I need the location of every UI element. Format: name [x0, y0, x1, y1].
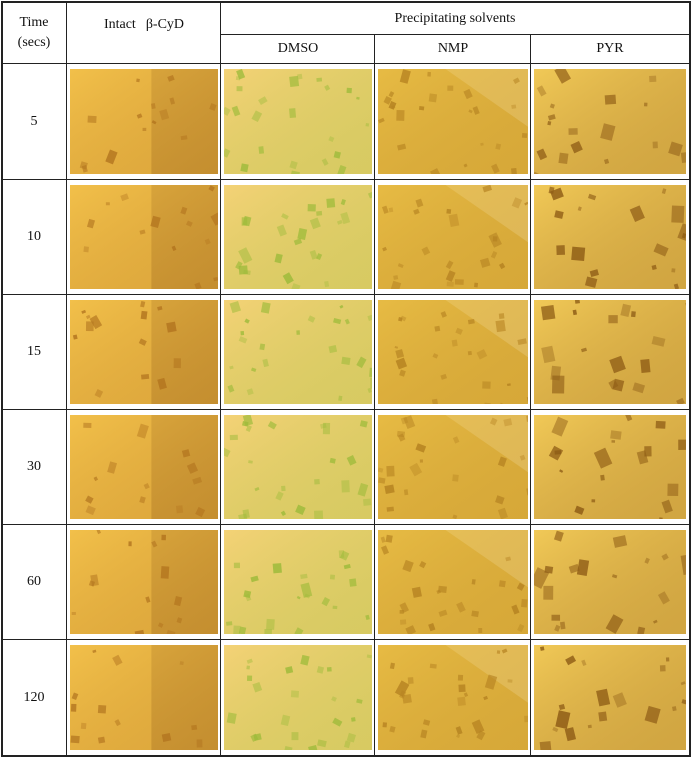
- micrograph-nmp: [378, 185, 528, 289]
- micrograph-pyr: [534, 415, 686, 519]
- table-border-top: [1, 1, 691, 3]
- micrograph-intact: [70, 645, 218, 750]
- time-cell: 60: [4, 525, 64, 639]
- micrograph-intact: [70, 185, 218, 289]
- micrograph-dmso: [224, 69, 372, 174]
- micrograph-pyr: [534, 185, 686, 289]
- time-value: 30: [27, 459, 41, 474]
- micrograph-dmso: [224, 530, 372, 634]
- micrograph-nmp: [378, 645, 528, 750]
- time-cell: 30: [4, 410, 64, 524]
- micrograph-intact: [70, 530, 218, 634]
- micrograph-intact: [70, 300, 218, 404]
- micrograph-dmso: [224, 415, 372, 519]
- precipitating-solvents-header: Precipitating solvents: [222, 4, 688, 34]
- micrograph-dmso: [224, 300, 372, 404]
- time-value: 15: [27, 344, 41, 359]
- solvent-header-nmp: NMP: [376, 36, 530, 62]
- precipitating-solvents-label: Precipitating solvents: [394, 11, 516, 26]
- micrograph-nmp: [378, 415, 528, 519]
- row-divider-1: [1, 179, 691, 180]
- micrograph-nmp: [378, 300, 528, 404]
- column-divider-dmso: [374, 34, 375, 757]
- table-border-left: [1, 1, 3, 757]
- time-value: 120: [23, 689, 45, 705]
- micrograph-intact: [70, 415, 218, 519]
- solvent-label-nmp: NMP: [437, 41, 469, 56]
- row-divider-3: [1, 409, 691, 410]
- intact-header-cyd: β-CyD: [145, 17, 185, 32]
- micrograph-pyr: [534, 69, 686, 174]
- column-divider-time: [66, 1, 67, 757]
- table-border-bottom: [1, 755, 691, 757]
- time-value: 5: [30, 113, 38, 129]
- time-cell: 120: [4, 640, 64, 755]
- micrograph-dmso: [224, 645, 372, 750]
- time-cell: 10: [4, 180, 64, 294]
- solvent-header-pyr: PYR: [532, 36, 688, 62]
- intact-header: Intact β-CyD: [70, 10, 218, 40]
- time-cell: 15: [4, 295, 64, 409]
- column-divider-intact: [220, 1, 221, 757]
- header-subdivider: [220, 34, 690, 35]
- row-divider-4: [1, 524, 691, 525]
- table-border-right: [689, 1, 691, 757]
- micrograph-nmp: [378, 69, 528, 174]
- row-divider-2: [1, 294, 691, 295]
- intact-header-label: Intact: [103, 17, 136, 32]
- micrograph-intact: [70, 69, 218, 174]
- time-value: 10: [27, 229, 41, 244]
- row-divider-5: [1, 639, 691, 640]
- time-value: 60: [27, 574, 41, 589]
- time-header-label: Time: [19, 15, 49, 30]
- micrograph-nmp: [378, 530, 528, 634]
- row-divider-0: [1, 63, 691, 64]
- solvent-label-dmso: DMSO: [277, 41, 319, 56]
- micrograph-dmso: [224, 185, 372, 289]
- time-cell: 5: [4, 64, 64, 179]
- micrograph-pyr: [534, 645, 686, 750]
- time-header-unit: (secs): [17, 35, 51, 50]
- micrograph-pyr: [534, 530, 686, 634]
- solvent-header-dmso: DMSO: [222, 36, 374, 62]
- column-divider-nmp: [530, 34, 531, 757]
- micrograph-pyr: [534, 300, 686, 404]
- solvent-label-pyr: PYR: [596, 41, 624, 56]
- time-header: Time (secs): [4, 4, 64, 62]
